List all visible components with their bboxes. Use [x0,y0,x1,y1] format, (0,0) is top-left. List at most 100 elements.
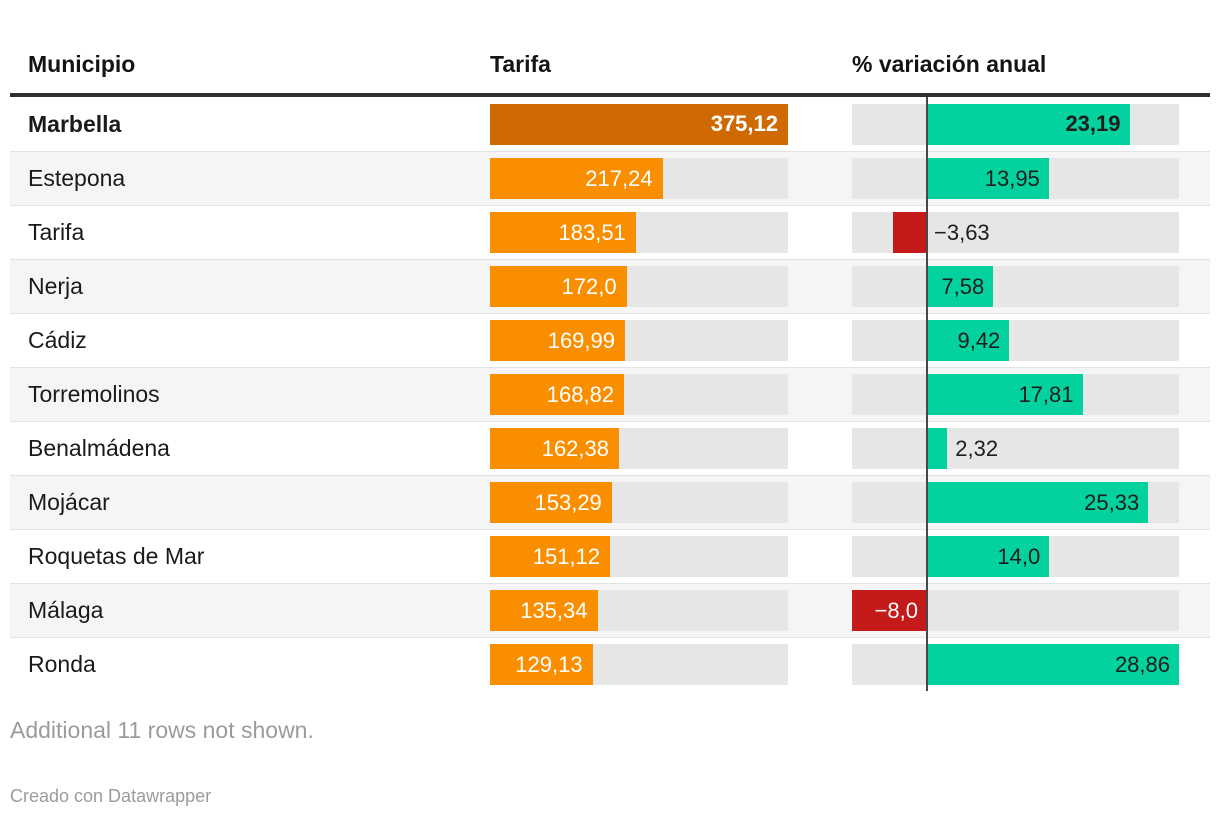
tarifa-bar: 172,0 [490,266,627,307]
variacion-cell: 17,81 [852,374,1179,415]
table-row: Tarifa 183,51 −3,63 [10,205,1210,259]
tarifa-bar: 217,24 [490,158,663,199]
variacion-track: 2,32 [852,428,1179,469]
variacion-value-label: 25,33 [1084,489,1140,515]
tarifa-cell: 162,38 [490,428,788,469]
column-header-municipio: Municipio [28,51,136,77]
variacion-value-label: 14,0 [997,543,1041,569]
variacion-value-label: 17,81 [1018,381,1074,407]
tarifa-track: 151,12 [490,536,788,577]
variacion-cell: −8,0 [852,590,1179,631]
tarifa-cell: 151,12 [490,536,788,577]
tarifa-track: 169,99 [490,320,788,361]
municipio-label: Cádiz [28,327,87,353]
table-row: Ronda 129,13 28,86 [10,637,1210,691]
variacion-track: 7,58 [852,266,1179,307]
table-row: Málaga 135,34 −8,0 [10,583,1210,637]
tarifa-cell: 217,24 [490,158,788,199]
tarifa-bar: 129,13 [490,644,593,685]
column-header-tarifa: Tarifa [490,51,551,77]
tarifa-track: 129,13 [490,644,788,685]
variacion-cell: 9,42 [852,320,1179,361]
table-row: Marbella 375,12 23,19 [10,97,1210,151]
variacion-cell: 2,32 [852,428,1179,469]
tarifa-value-label: 375,12 [710,111,778,136]
tarifa-track: 183,51 [490,212,788,253]
tarifa-value-label: 217,24 [585,165,653,191]
municipio-label: Torremolinos [28,381,160,407]
tarifa-bar: 168,82 [490,374,625,415]
zero-axis-line [926,97,928,691]
tarifa-cell: 135,34 [490,590,788,631]
table-row: Cádiz 169,99 9,42 [10,313,1210,367]
variacion-bar: 9,42 [927,320,1010,361]
variacion-bar: 25,33 [927,482,1149,523]
tarifa-track: 217,24 [490,158,788,199]
tarifa-track: 172,0 [490,266,788,307]
variacion-cell: 25,33 [852,482,1179,523]
variacion-track: 9,42 [852,320,1179,361]
variacion-track: 13,95 [852,158,1179,199]
municipio-label: Nerja [28,273,83,299]
municipio-label: Estepona [28,165,126,191]
municipio-label: Málaga [28,597,104,623]
variacion-value-label: 28,86 [1114,651,1170,677]
tarifa-value-label: 162,38 [541,435,609,461]
table-row: Benalmádena 162,38 2,32 [10,421,1210,475]
table-row: Torremolinos 168,82 17,81 [10,367,1210,421]
tarifa-value-label: 183,51 [558,219,626,245]
variacion-value-label: 2,32 [955,435,999,461]
variacion-bar: 7,58 [927,266,994,307]
table-row: Roquetas de Mar 151,12 14,0 [10,529,1210,583]
variacion-value-label: 13,95 [984,165,1040,191]
variacion-value-label: 7,58 [941,273,985,299]
tarifa-cell: 375,12 [490,103,788,145]
tarifa-cell: 172,0 [490,266,788,307]
municipio-label: Ronda [28,651,96,677]
variacion-value-label: 23,19 [1065,111,1121,136]
table-row: Mojácar 153,29 25,33 [10,475,1210,529]
variacion-cell: 14,0 [852,536,1179,577]
tarifa-cell: 169,99 [490,320,788,361]
tarifa-track: 375,12 [490,103,788,145]
rows-not-shown-note: Additional 11 rows not shown. [10,717,314,743]
tarifa-bar: 151,12 [490,536,611,577]
tarifa-value-label: 151,12 [532,543,601,569]
municipio-label: Roquetas de Mar [28,543,205,569]
variacion-cell: 7,58 [852,266,1179,307]
variacion-value-label: −8,0 [874,597,918,623]
table-header: Municipio Tarifa % variación anual [10,0,1210,93]
tarifa-cell: 129,13 [490,644,788,685]
variacion-track: −8,0 [852,590,1179,631]
tarifa-bar: 183,51 [490,212,636,253]
tarifa-bar: 169,99 [490,320,625,361]
variacion-track: 25,33 [852,482,1179,523]
table-body: Marbella 375,12 23,19 Estepona 217,24 [10,97,1210,691]
tarifa-track: 168,82 [490,374,788,415]
variacion-bar: 13,95 [927,158,1049,199]
table-row: Estepona 217,24 13,95 [10,151,1210,205]
tarifa-cell: 153,29 [490,482,788,523]
datawrapper-attribution[interactable]: Creado con Datawrapper [10,786,212,806]
variacion-bar [893,212,927,253]
variacion-track: 23,19 [852,103,1179,145]
tarifa-bar: 135,34 [490,590,598,631]
tarifa-cell: 183,51 [490,212,788,253]
municipio-label: Benalmádena [28,435,170,461]
municipio-label: Tarifa [28,219,85,245]
tarifa-bar: 162,38 [490,428,619,469]
variacion-bar: −8,0 [852,590,927,631]
tarifa-track: 162,38 [490,428,788,469]
variacion-track: −3,63 [852,212,1179,253]
bar-table-chart: Municipio Tarifa % variación anual Marbe… [10,0,1210,691]
tarifa-track: 135,34 [490,590,788,631]
variacion-bar: 17,81 [927,374,1083,415]
variacion-bar: 28,86 [927,644,1179,685]
header-divider [10,93,1210,97]
variacion-cell: −3,63 [852,212,1179,253]
tarifa-value-label: 169,99 [547,327,615,353]
municipio-label: Marbella [28,110,122,137]
variacion-bar: 14,0 [927,536,1050,577]
tarifa-value-label: 168,82 [546,381,615,407]
variacion-track: 14,0 [852,536,1179,577]
